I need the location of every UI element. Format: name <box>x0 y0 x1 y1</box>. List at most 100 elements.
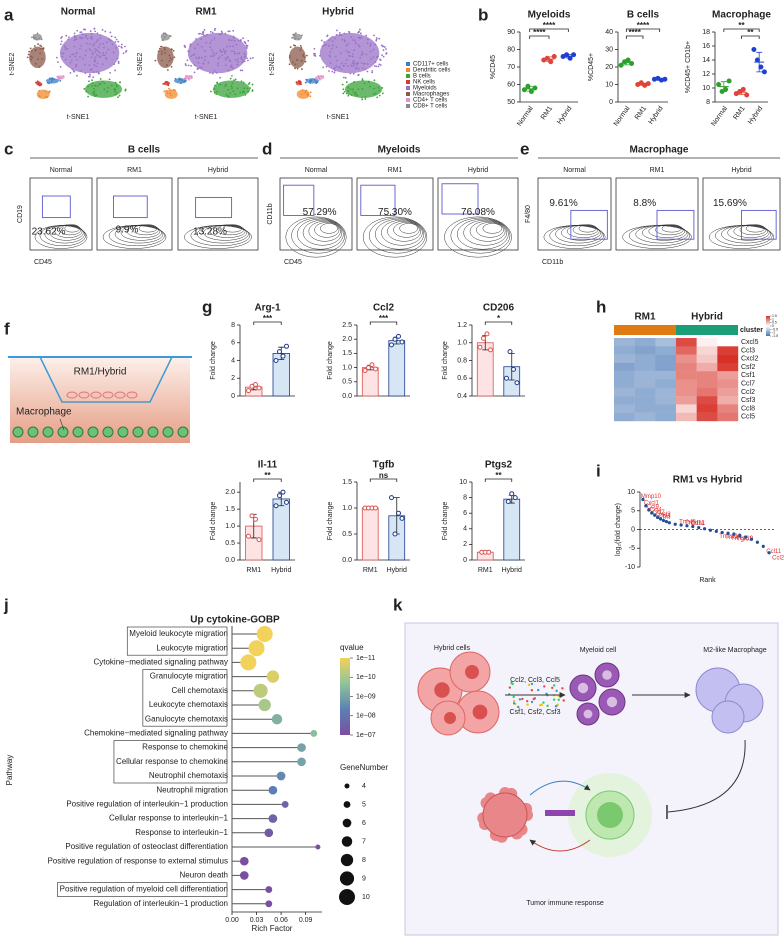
legend-swatch <box>406 104 410 108</box>
data-point <box>396 510 401 516</box>
tsne-cell <box>241 61 243 64</box>
data-point <box>638 80 644 86</box>
chart-title: Ccl2 <box>373 303 395 314</box>
y-tick-label: 2 <box>463 541 467 548</box>
tsne-cell <box>99 37 102 40</box>
pathway-label: Cellular response to interleukin−1 <box>109 814 229 823</box>
contour <box>285 216 347 258</box>
tsne-cell <box>116 57 119 60</box>
tsne-cell <box>39 83 42 86</box>
color-tick-label: 1 <box>772 317 774 321</box>
legend-swatch <box>406 92 410 96</box>
tsne-ylabel: t-SNE2 <box>9 53 16 76</box>
data-point <box>509 491 515 497</box>
legend-label: NK cells <box>413 80 435 86</box>
tsne-cell <box>300 59 303 62</box>
tsne-cell <box>87 85 90 88</box>
cytokine <box>543 685 546 688</box>
tsne-cell <box>75 65 77 68</box>
tsne-cell <box>230 39 233 42</box>
tsne-cell <box>297 38 300 41</box>
tsne-cell <box>233 79 235 82</box>
size-label: 7 <box>362 838 366 845</box>
tsne-cell <box>213 53 216 56</box>
tsne-cell <box>225 93 228 96</box>
tsne-cell <box>35 81 37 84</box>
pathway-label: Ganulocyte chemotaxis <box>145 714 228 723</box>
y-axis-label: %CD45+ <box>588 53 595 81</box>
heat-cell <box>634 379 656 388</box>
tsne-cell <box>362 52 365 55</box>
pathway-label: Cellular response to chemokine <box>116 757 229 766</box>
y-axis-label: Fold change <box>327 502 334 541</box>
y-tick-label: 2.0 <box>342 336 352 343</box>
heat-cell <box>676 371 697 380</box>
tsne-cell <box>232 90 235 93</box>
tsne-cell <box>344 62 347 65</box>
heat-cell <box>717 387 739 397</box>
tsne-cell <box>75 58 78 61</box>
sig-label: ns <box>379 471 389 480</box>
tsne-cell <box>84 64 86 66</box>
tsne-cell <box>354 91 357 94</box>
tsne-cell <box>94 48 96 51</box>
tsne-cell <box>93 71 95 73</box>
tsne-cell <box>330 47 333 50</box>
tsne-cell <box>382 45 385 48</box>
tsne-cell <box>364 68 367 71</box>
x-tick-label: RM1 <box>246 567 261 574</box>
tsne-cell <box>227 95 229 97</box>
tsne-ylabel: t-SNE2 <box>137 53 144 76</box>
tsne-cell <box>41 58 44 60</box>
y-tick-label: 0 <box>609 99 613 106</box>
tumor-cell <box>78 391 90 399</box>
macrophage-cell <box>72 426 84 438</box>
tsne-cell <box>349 72 352 75</box>
tsne-cell <box>333 69 336 72</box>
chart-title: Ptgs2 <box>485 460 513 471</box>
well-label: Macrophage <box>16 407 72 418</box>
tsne-cell <box>361 78 364 80</box>
tsne-cell <box>232 45 234 48</box>
tsne-cell <box>224 32 227 35</box>
tsne-cell <box>360 61 363 64</box>
tsne-cell <box>229 92 232 95</box>
data-point <box>761 69 767 75</box>
tsne-cell <box>356 94 359 97</box>
y-tick-label: 0.5 <box>342 379 352 386</box>
panel-letter: j <box>3 595 9 614</box>
dot <box>265 886 273 894</box>
tsne-cell <box>210 55 213 58</box>
tsne-cell <box>343 65 345 68</box>
tsne-cell <box>294 63 297 66</box>
data-point <box>744 92 750 98</box>
heat-cell <box>717 396 739 405</box>
tsne-cell <box>293 44 295 47</box>
gene-label: Tgfb1 <box>737 537 753 543</box>
gene-label: Tnfrsf19 <box>731 536 754 542</box>
tsne-cell <box>93 27 96 30</box>
size-label: 4 <box>362 783 366 790</box>
tsne-cell <box>195 37 197 40</box>
tumor-cell <box>102 391 114 399</box>
gene-label: Ccl9 <box>647 505 660 511</box>
tsne-cell <box>89 49 92 52</box>
dot <box>253 683 268 698</box>
tsne-cell <box>219 76 222 79</box>
tsne-cell <box>95 40 98 43</box>
row-label: Cxcl2 <box>741 356 759 363</box>
tsne-cell <box>197 61 200 64</box>
gate <box>113 195 148 219</box>
tsne-cell <box>33 34 35 37</box>
tsne-cell <box>115 38 118 41</box>
color-tick-label: 0 <box>772 324 774 328</box>
tsne-cell <box>309 91 312 94</box>
tsne-cell <box>158 47 161 50</box>
x-tick-label: 0.00 <box>225 917 239 924</box>
tsne-cell <box>338 34 341 36</box>
size-key <box>341 836 353 847</box>
macrophage-cell <box>132 426 144 438</box>
dot <box>276 771 286 781</box>
tsne-cell <box>251 89 254 91</box>
